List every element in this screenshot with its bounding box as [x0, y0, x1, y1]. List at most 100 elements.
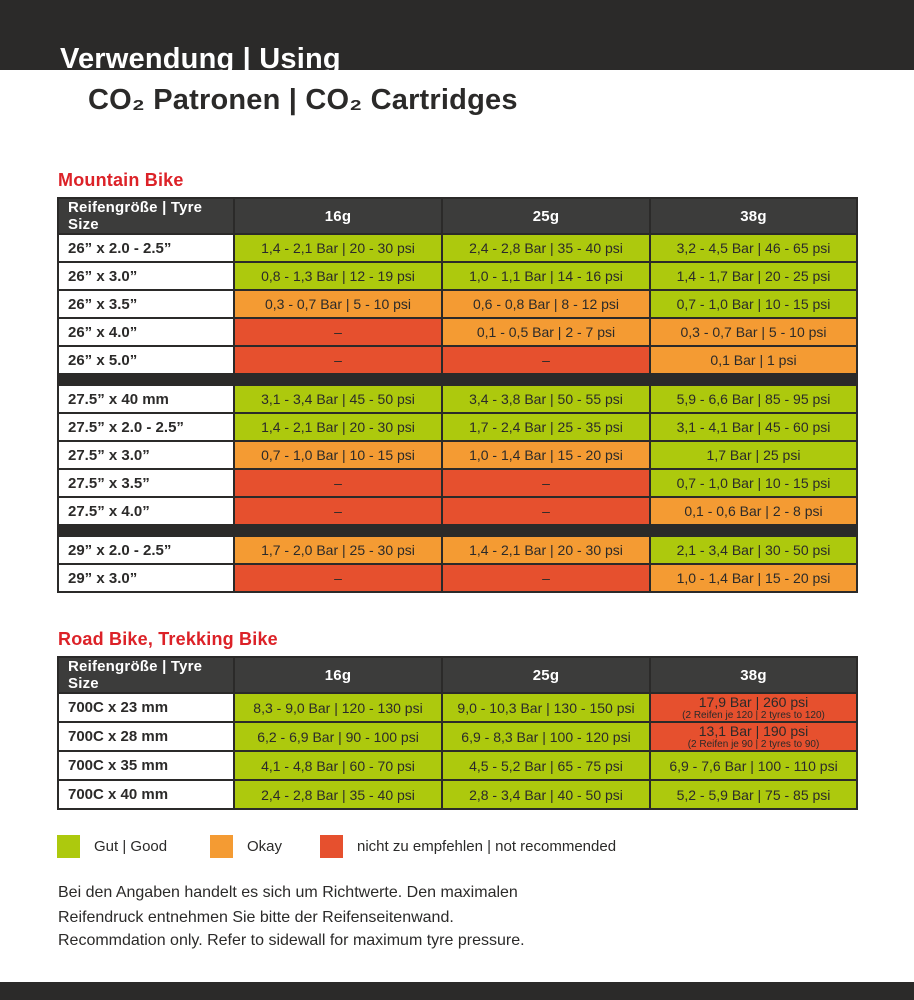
pressure-value: – — [334, 351, 342, 368]
pressure-value-cell: 9,0 - 10,3 Bar | 130 - 150 psi — [441, 691, 651, 724]
pressure-value: 0,7 - 1,0 Bar | 10 - 15 psi — [261, 446, 415, 463]
pressure-value-cell: 0,7 - 1,0 Bar | 10 - 15 psi — [649, 468, 858, 498]
table-row: 700C x 35 mm 4,1 - 4,8 Bar | 60 - 70 psi 4… — [57, 750, 858, 782]
pressure-value: 0,7 - 1,0 Bar | 10 - 15 psi — [676, 295, 831, 312]
table-row: 27.5” x 40 mm 3,1 - 3,4 Bar | 45 - 50 psi… — [57, 384, 858, 414]
group-separator — [57, 373, 858, 386]
pressure-value: 2,4 - 2,8 Bar | 35 - 40 psi — [469, 239, 623, 256]
table-row: 27.5” x 4.0” – – 0,1 - 0,6 Bar | 2 - 8 psi — [57, 496, 858, 526]
pressure-value-cell: – — [233, 345, 443, 375]
top-header-band: Verwendung | Using — [0, 0, 914, 70]
pressure-value: – — [334, 474, 342, 491]
tyre-size-cell: 26” x 4.0” — [57, 317, 235, 347]
tyre-size-cell: 26” x 2.0 - 2.5” — [57, 233, 235, 263]
pressure-value: 2,1 - 3,4 Bar | 30 - 50 psi — [676, 541, 831, 558]
pressure-value-cell: 0,7 - 1,0 Bar | 10 - 15 psi — [233, 440, 443, 470]
pressure-value-cell: 0,3 - 0,7 Bar | 5 - 10 psi — [233, 289, 443, 319]
pressure-value-cell: 6,2 - 6,9 Bar | 90 - 100 psi — [233, 721, 443, 753]
pressure-value: 0,7 - 1,0 Bar | 10 - 15 psi — [676, 474, 831, 491]
pressure-value: 13,1 Bar | 190 psi — [698, 723, 809, 740]
pressure-value-cell: 3,1 - 3,4 Bar | 45 - 50 psi — [233, 384, 443, 414]
pressure-value: 1,4 - 2,1 Bar | 20 - 30 psi — [261, 418, 415, 435]
pressure-value: 1,4 - 2,1 Bar | 20 - 30 psi — [469, 541, 623, 558]
note-german: Bei den Angaben handelt es sich um Richt… — [58, 880, 518, 930]
pressure-value: 4,5 - 5,2 Bar | 65 - 75 psi — [469, 757, 623, 774]
tyre-size-cell: 27.5” x 4.0” — [57, 496, 235, 526]
pressure-value: 1,0 - 1,4 Bar | 15 - 20 psi — [676, 569, 831, 586]
pressure-value: 0,1 Bar | 1 psi — [710, 351, 797, 368]
legend-item-not-recommended: nicht zu empfehlen | not recommended — [320, 835, 616, 858]
column-header-tyre-size: Reifengröße | Tyre Size — [57, 656, 235, 694]
pressure-value-cell: 1,4 - 2,1 Bar | 20 - 30 psi — [441, 535, 651, 565]
pressure-value-cell: 3,1 - 4,1 Bar | 45 - 60 psi — [649, 412, 858, 442]
pressure-table: Reifengröße | Tyre Size 16g 25g 38g 700C x 2… — [57, 656, 858, 811]
pressure-value: – — [542, 351, 550, 368]
mountain-bike-table: Reifengröße | Tyre Size 16g 25g 38g 26” x 2.… — [57, 197, 858, 593]
pressure-value-cell: 1,0 - 1,1 Bar | 14 - 16 psi — [441, 261, 651, 291]
table-row: 27.5” x 3.5” – – 0,7 - 1,0 Bar | 10 - 15 ps… — [57, 468, 858, 498]
pressure-value-cell: 2,4 - 2,8 Bar | 35 - 40 psi — [441, 233, 651, 263]
table-row: 27.5” x 2.0 - 2.5” 1,4 - 2,1 Bar | 20 - 3… — [57, 412, 858, 442]
pressure-value-cell: 2,1 - 3,4 Bar | 30 - 50 psi — [649, 535, 858, 565]
pressure-value-cell: 0,1 - 0,5 Bar | 2 - 7 psi — [441, 317, 651, 347]
table-row: 29” x 3.0” – – 1,0 - 1,4 Bar | 15 - 20 psi — [57, 563, 858, 593]
table-row: 26” x 2.0 - 2.5” 1,4 - 2,1 Bar | 20 - 30 … — [57, 233, 858, 263]
pressure-value: 0,8 - 1,3 Bar | 12 - 19 psi — [261, 267, 415, 284]
pressure-value: 8,3 - 9,0 Bar | 120 - 130 psi — [253, 699, 423, 716]
column-header-38g: 38g — [649, 656, 858, 694]
pressure-value-cell: 1,7 - 2,0 Bar | 25 - 30 psi — [233, 535, 443, 565]
pressure-value-cell: – — [441, 468, 651, 498]
pressure-value-cell: 0,1 - 0,6 Bar | 2 - 8 psi — [649, 496, 858, 526]
note-german-line2: Reifendruck entnehmen Sie bitte der Reif… — [58, 909, 454, 926]
pressure-value: 6,2 - 6,9 Bar | 90 - 100 psi — [257, 728, 419, 745]
pressure-value: 5,9 - 6,6 Bar | 85 - 95 psi — [676, 390, 831, 407]
pressure-value: 0,1 - 0,6 Bar | 2 - 8 psi — [684, 502, 823, 519]
not-recommended-color-swatch — [320, 835, 343, 858]
pressure-value-cell: – — [233, 563, 443, 593]
pressure-value-note: (2 Reifen je 90 | 2 tyres to 90) — [687, 739, 820, 751]
page-title: Verwendung | Using — [60, 43, 341, 70]
tyre-size-cell: 26” x 5.0” — [57, 345, 235, 375]
pressure-value: 3,4 - 3,8 Bar | 50 - 55 psi — [469, 390, 623, 407]
pressure-value: 0,1 - 0,5 Bar | 2 - 7 psi — [476, 323, 616, 340]
tyre-size-cell: 27.5” x 40 mm — [57, 384, 235, 414]
tyre-size-cell: 700C x 40 mm — [57, 779, 235, 811]
tyre-size-cell: 27.5” x 3.0” — [57, 440, 235, 470]
pressure-value-cell: 8,3 - 9,0 Bar | 120 - 130 psi — [233, 691, 443, 724]
pressure-value-cell: 1,0 - 1,4 Bar | 15 - 20 psi — [441, 440, 651, 470]
pressure-value: 4,1 - 4,8 Bar | 60 - 70 psi — [261, 757, 415, 774]
table-row: 26” x 3.5” 0,3 - 0,7 Bar | 5 - 10 psi 0,6 … — [57, 289, 858, 319]
pressure-value: 2,8 - 3,4 Bar | 40 - 50 psi — [469, 786, 623, 803]
pressure-value-note: (2 Reifen je 120 | 2 tyres to 120) — [682, 710, 825, 722]
pressure-value: – — [334, 323, 342, 340]
legend-label: Gut | Good — [94, 838, 168, 855]
table-row: 700C x 28 mm 6,2 - 6,9 Bar | 90 - 100 psi… — [57, 721, 858, 753]
pressure-value-cell: 0,6 - 0,8 Bar | 8 - 12 psi — [441, 289, 651, 319]
pressure-value-cell: 1,0 - 1,4 Bar | 15 - 20 psi — [649, 563, 858, 593]
pressure-value: – — [542, 569, 550, 586]
pressure-value: – — [334, 502, 342, 519]
table-row: 700C x 23 mm 8,3 - 9,0 Bar | 120 - 130 ps… — [57, 691, 858, 724]
table-header-row: Reifengröße | Tyre Size 16g 25g 38g — [57, 197, 858, 235]
pressure-value: – — [542, 502, 550, 519]
pressure-value: 1,4 - 2,1 Bar | 20 - 30 psi — [261, 239, 415, 256]
pressure-value: 6,9 - 7,6 Bar | 100 - 110 psi — [669, 757, 838, 774]
tyre-size-cell: 29” x 3.0” — [57, 563, 235, 593]
pressure-value-cell: – — [233, 496, 443, 526]
pressure-value: 1,0 - 1,4 Bar | 15 - 20 psi — [469, 446, 623, 463]
pressure-value-cell: 0,7 - 1,0 Bar | 10 - 15 psi — [649, 289, 858, 319]
pressure-value: 0,3 - 0,7 Bar | 5 - 10 psi — [264, 295, 412, 312]
pressure-value-cell: 13,1 Bar | 190 psi (2 Reifen je 90 | 2 ty… — [649, 721, 858, 753]
pressure-value-cell: – — [233, 317, 443, 347]
good-color-swatch — [57, 835, 80, 858]
legend-item-okay: Okay — [210, 835, 282, 858]
table-header-row: Reifengröße | Tyre Size 16g 25g 38g — [57, 656, 858, 694]
pressure-value-cell: 5,9 - 6,6 Bar | 85 - 95 psi — [649, 384, 858, 414]
group-separator — [57, 524, 858, 537]
pressure-value-cell: 6,9 - 8,3 Bar | 100 - 120 psi — [441, 721, 651, 753]
table-row: 26” x 4.0” – 0,1 - 0,5 Bar | 2 - 7 psi 0,3 … — [57, 317, 858, 347]
page-subtitle: CO₂ Patronen | CO₂ Cartridges — [88, 84, 518, 116]
pressure-value-cell: 6,9 - 7,6 Bar | 100 - 110 psi — [649, 750, 858, 782]
column-header-tyre-size: Reifengröße | Tyre Size — [57, 197, 235, 235]
pressure-value-cell: 3,2 - 4,5 Bar | 46 - 65 psi — [649, 233, 858, 263]
